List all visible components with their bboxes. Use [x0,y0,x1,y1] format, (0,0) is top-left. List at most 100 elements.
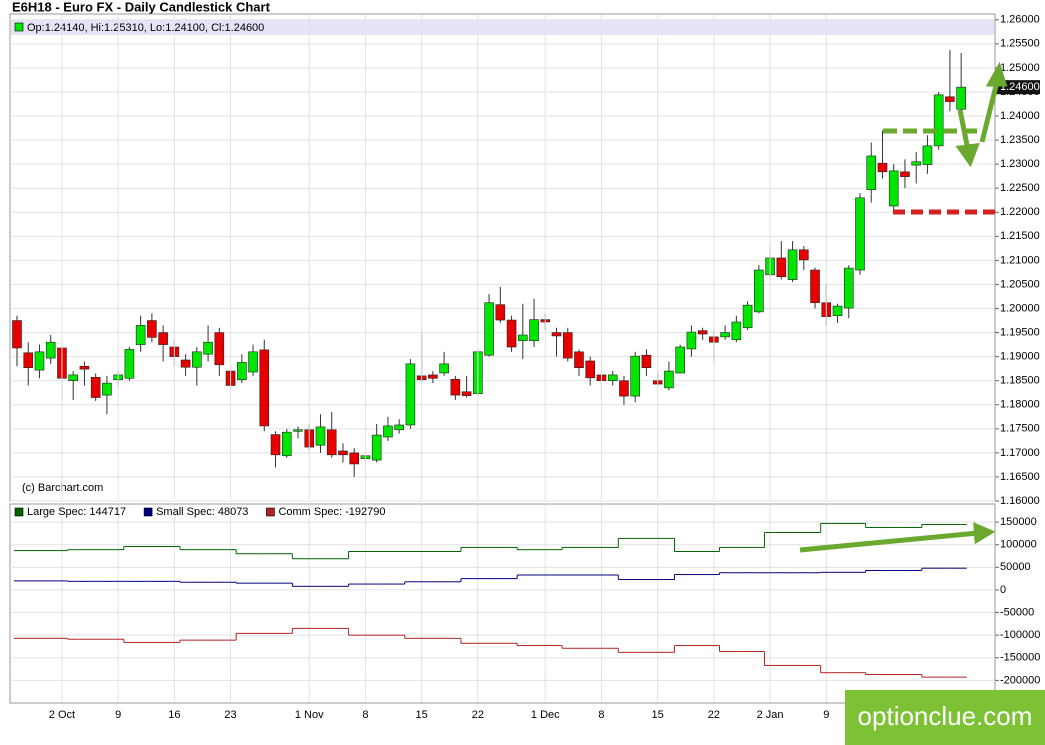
x-tick-label: 8 [362,709,368,721]
y-tick-label: 1.22500 [1000,182,1040,194]
arrow [799,530,979,553]
legend-label: Large Spec: 144717 [27,506,126,518]
candle-body [742,304,753,329]
candle-body [697,330,708,335]
source-text: (c) Barchart.com [22,482,103,494]
candle-body [90,377,101,398]
y-tick-label: 1.18500 [1000,375,1040,387]
candle-body [484,302,494,356]
last-price-label: 1.24600 [1000,81,1040,93]
x-tick-label: 2 Jan [757,709,784,721]
x-tick-label: 15 [652,709,664,721]
x-tick-label: 16 [168,709,180,721]
legend-swatch [14,507,24,517]
legend-swatch [266,507,275,517]
candle-body [12,320,22,349]
candle-body [574,351,584,369]
candle-body [192,351,202,368]
price-panel [9,13,996,502]
legend-text: Op:1.24140, Hi:1.25310, Lo:1.24100, Cl:1… [27,22,264,34]
candle-body [281,431,292,457]
candle-body [180,359,191,368]
y-tick-label: 1.19500 [1000,326,1040,338]
candle-body [798,249,809,261]
cot-panel [9,503,996,704]
y-tick-label: 1.26000 [1000,14,1040,26]
x-tick-label: 22 [472,709,484,721]
y-tick-label: -200000 [1000,674,1040,686]
candle-body [922,145,933,165]
y-tick-label: 1.18000 [1000,399,1040,411]
y-tick-label: 1.24000 [1000,110,1040,122]
candle-body [394,424,404,431]
candle-body [641,354,652,369]
y-tick-label: 50000 [1000,561,1031,573]
candle-body [79,365,90,370]
x-tick-label: 8 [598,709,604,721]
legend-swatch [143,507,153,517]
y-tick-label: 1.19000 [1000,351,1040,363]
x-tick-label: 9 [823,709,829,721]
x-tick-label: 1 Dec [531,709,560,721]
candle-body [214,332,225,366]
candle-body [158,332,168,345]
y-tick-label: 150000 [1000,516,1037,528]
candle-body [428,374,438,379]
candle-body [383,425,393,438]
legend-label: Comm Spec: -192790 [278,506,385,518]
y-tick-label: 1.21500 [1000,230,1040,242]
candle-body [956,86,966,110]
candle-body [371,434,382,461]
candle-body [349,452,360,465]
arrow [957,109,971,151]
candle-body [888,170,899,207]
candle-body [877,162,888,173]
y-tick-label: 1.23500 [1000,134,1040,146]
y-tick-label: 1.22000 [1000,206,1040,218]
x-tick-label: 1 Nov [295,709,324,721]
y-tick-label: 1.23000 [1000,158,1040,170]
candle-body [439,363,449,374]
candle-body [135,325,146,345]
candle-body [787,249,798,280]
y-tick-label: -50000 [1000,606,1034,618]
candle-body [259,349,270,427]
arrow [979,81,1000,143]
x-tick-label: 15 [416,709,428,721]
candle-body [315,426,326,446]
candle-body [237,362,247,381]
y-tick-label: 1.21000 [1000,254,1040,266]
y-tick-label: 1.16500 [1000,471,1040,483]
legend-strip [11,20,994,35]
y-tick-label: 1.17500 [1000,423,1040,435]
candle-body [45,341,56,359]
arrows [799,61,1008,553]
y-tick-label: 1.20500 [1000,278,1040,290]
candle-body [450,378,461,396]
candle-body [720,332,730,338]
candle-body [293,429,303,432]
legend-label: Small Spec: 48073 [156,506,248,518]
y-tick-label: 100000 [1000,539,1037,551]
y-tick-label: -150000 [1000,652,1040,664]
candle-body [810,269,820,304]
candle-body [843,267,854,309]
candle-body [203,341,213,355]
y-tick-label: 1.16000 [1000,495,1040,507]
arrow-head [955,143,980,168]
candle-body [855,197,865,271]
y-tick-label: 1.25500 [1000,38,1040,50]
candle-body [551,332,562,337]
candle-body [754,269,764,313]
candle-body [34,351,45,371]
candle-body [776,257,787,278]
arrow-head [985,61,1008,87]
candle-body [585,360,596,379]
candle-body [911,161,922,166]
candle-body [619,380,629,397]
candle-body [248,351,258,373]
y-tick-label: 1.20000 [1000,302,1040,314]
candle-body [147,320,157,338]
